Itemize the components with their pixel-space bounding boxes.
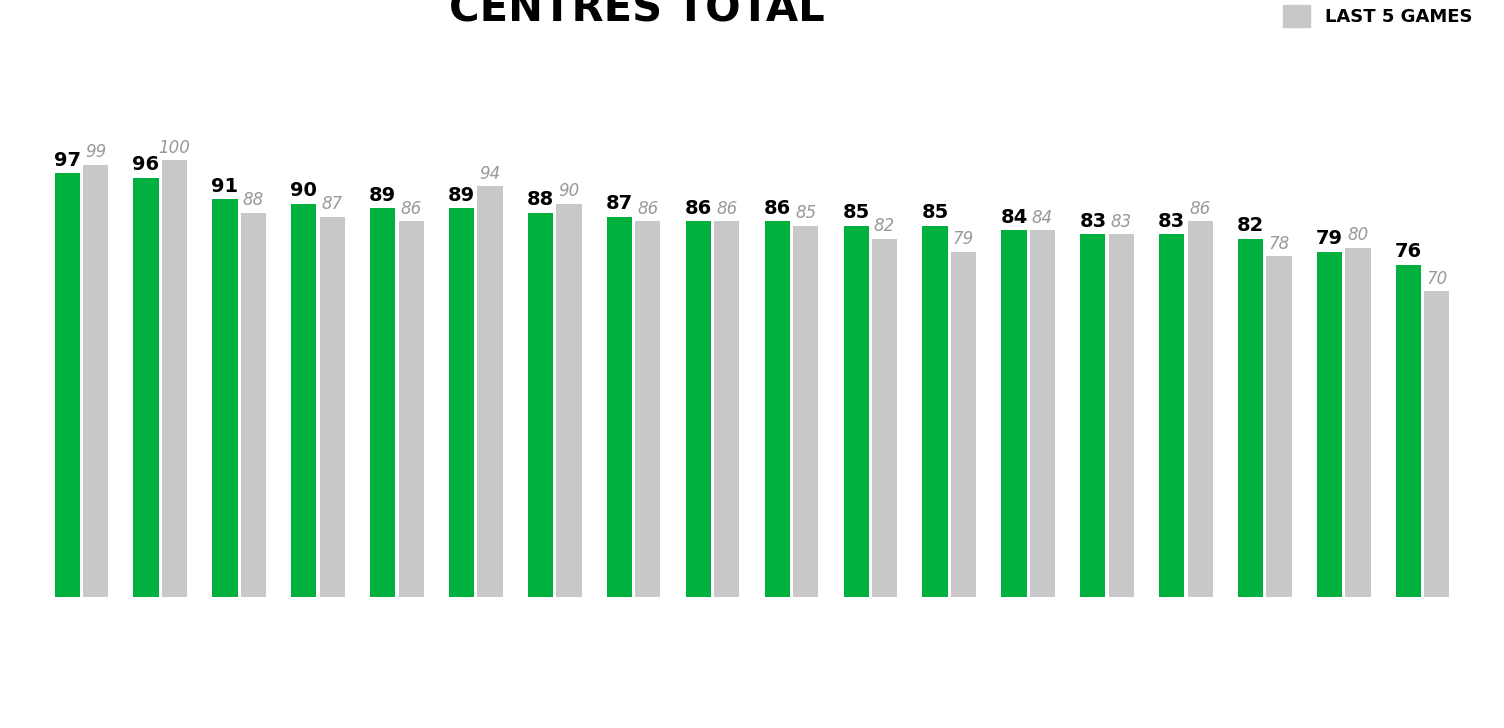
Bar: [606, 217, 632, 597]
Text: 79: 79: [954, 230, 975, 248]
Text: 86: 86: [684, 199, 711, 218]
Text: 79: 79: [1316, 229, 1343, 248]
Bar: [951, 252, 976, 597]
Bar: [764, 221, 790, 597]
Bar: [320, 217, 344, 597]
Bar: [477, 186, 502, 597]
Bar: [212, 199, 238, 597]
Bar: [162, 160, 186, 597]
Text: 91: 91: [212, 177, 239, 196]
Text: 90: 90: [558, 182, 579, 200]
Bar: [714, 221, 740, 597]
Text: 86: 86: [764, 199, 791, 218]
Text: 83: 83: [1080, 212, 1107, 231]
Text: 86: 86: [400, 199, 421, 218]
Text: 87: 87: [606, 194, 633, 213]
Bar: [1160, 234, 1184, 597]
Text: 94: 94: [480, 165, 501, 183]
Text: 100: 100: [158, 138, 191, 157]
Bar: [54, 173, 80, 597]
Text: 83: 83: [1110, 213, 1133, 231]
Bar: [844, 226, 869, 597]
Bar: [241, 213, 266, 597]
Bar: [1002, 230, 1027, 597]
Text: 97: 97: [54, 151, 81, 170]
Bar: [292, 204, 316, 597]
Bar: [635, 221, 660, 597]
Bar: [556, 204, 582, 597]
Text: 85: 85: [842, 203, 869, 222]
Bar: [399, 221, 424, 597]
Text: 86: 86: [716, 199, 737, 218]
Text: 89: 89: [448, 186, 475, 205]
Text: 76: 76: [1394, 242, 1421, 261]
Bar: [1108, 234, 1134, 597]
Text: 80: 80: [1348, 226, 1369, 244]
Text: 84: 84: [1032, 208, 1053, 226]
Text: 89: 89: [368, 186, 397, 205]
Text: 83: 83: [1158, 212, 1185, 231]
Text: 78: 78: [1268, 234, 1289, 253]
Bar: [793, 226, 818, 597]
Text: 70: 70: [1426, 269, 1447, 288]
Bar: [1318, 252, 1342, 597]
Bar: [1080, 234, 1105, 597]
Text: 88: 88: [526, 190, 553, 209]
Text: 86: 86: [638, 199, 659, 218]
Text: 96: 96: [132, 155, 159, 174]
Bar: [922, 226, 948, 597]
Bar: [1188, 221, 1212, 597]
Text: 87: 87: [322, 195, 343, 213]
Bar: [1266, 256, 1292, 597]
Bar: [450, 208, 474, 597]
Text: 84: 84: [1000, 207, 1027, 226]
Text: 88: 88: [242, 191, 265, 209]
Text: 82: 82: [874, 217, 895, 235]
Text: CENTRES TOTAL: CENTRES TOTAL: [448, 0, 824, 31]
Bar: [370, 208, 396, 597]
Text: 82: 82: [1236, 216, 1265, 235]
Bar: [1238, 239, 1263, 597]
Bar: [872, 239, 898, 597]
Text: 86: 86: [1190, 199, 1211, 218]
Bar: [1345, 248, 1370, 597]
Bar: [134, 178, 159, 597]
Text: 85: 85: [922, 203, 949, 222]
Bar: [1424, 291, 1450, 597]
Text: 99: 99: [84, 143, 107, 161]
Bar: [1030, 230, 1054, 597]
Bar: [83, 165, 108, 597]
Legend: SEASON, LAST 5 GAMES: SEASON, LAST 5 GAMES: [1275, 0, 1480, 34]
Bar: [1396, 265, 1421, 597]
Bar: [528, 213, 553, 597]
Text: 85: 85: [796, 204, 817, 222]
Text: 90: 90: [290, 181, 317, 200]
Bar: [686, 221, 711, 597]
